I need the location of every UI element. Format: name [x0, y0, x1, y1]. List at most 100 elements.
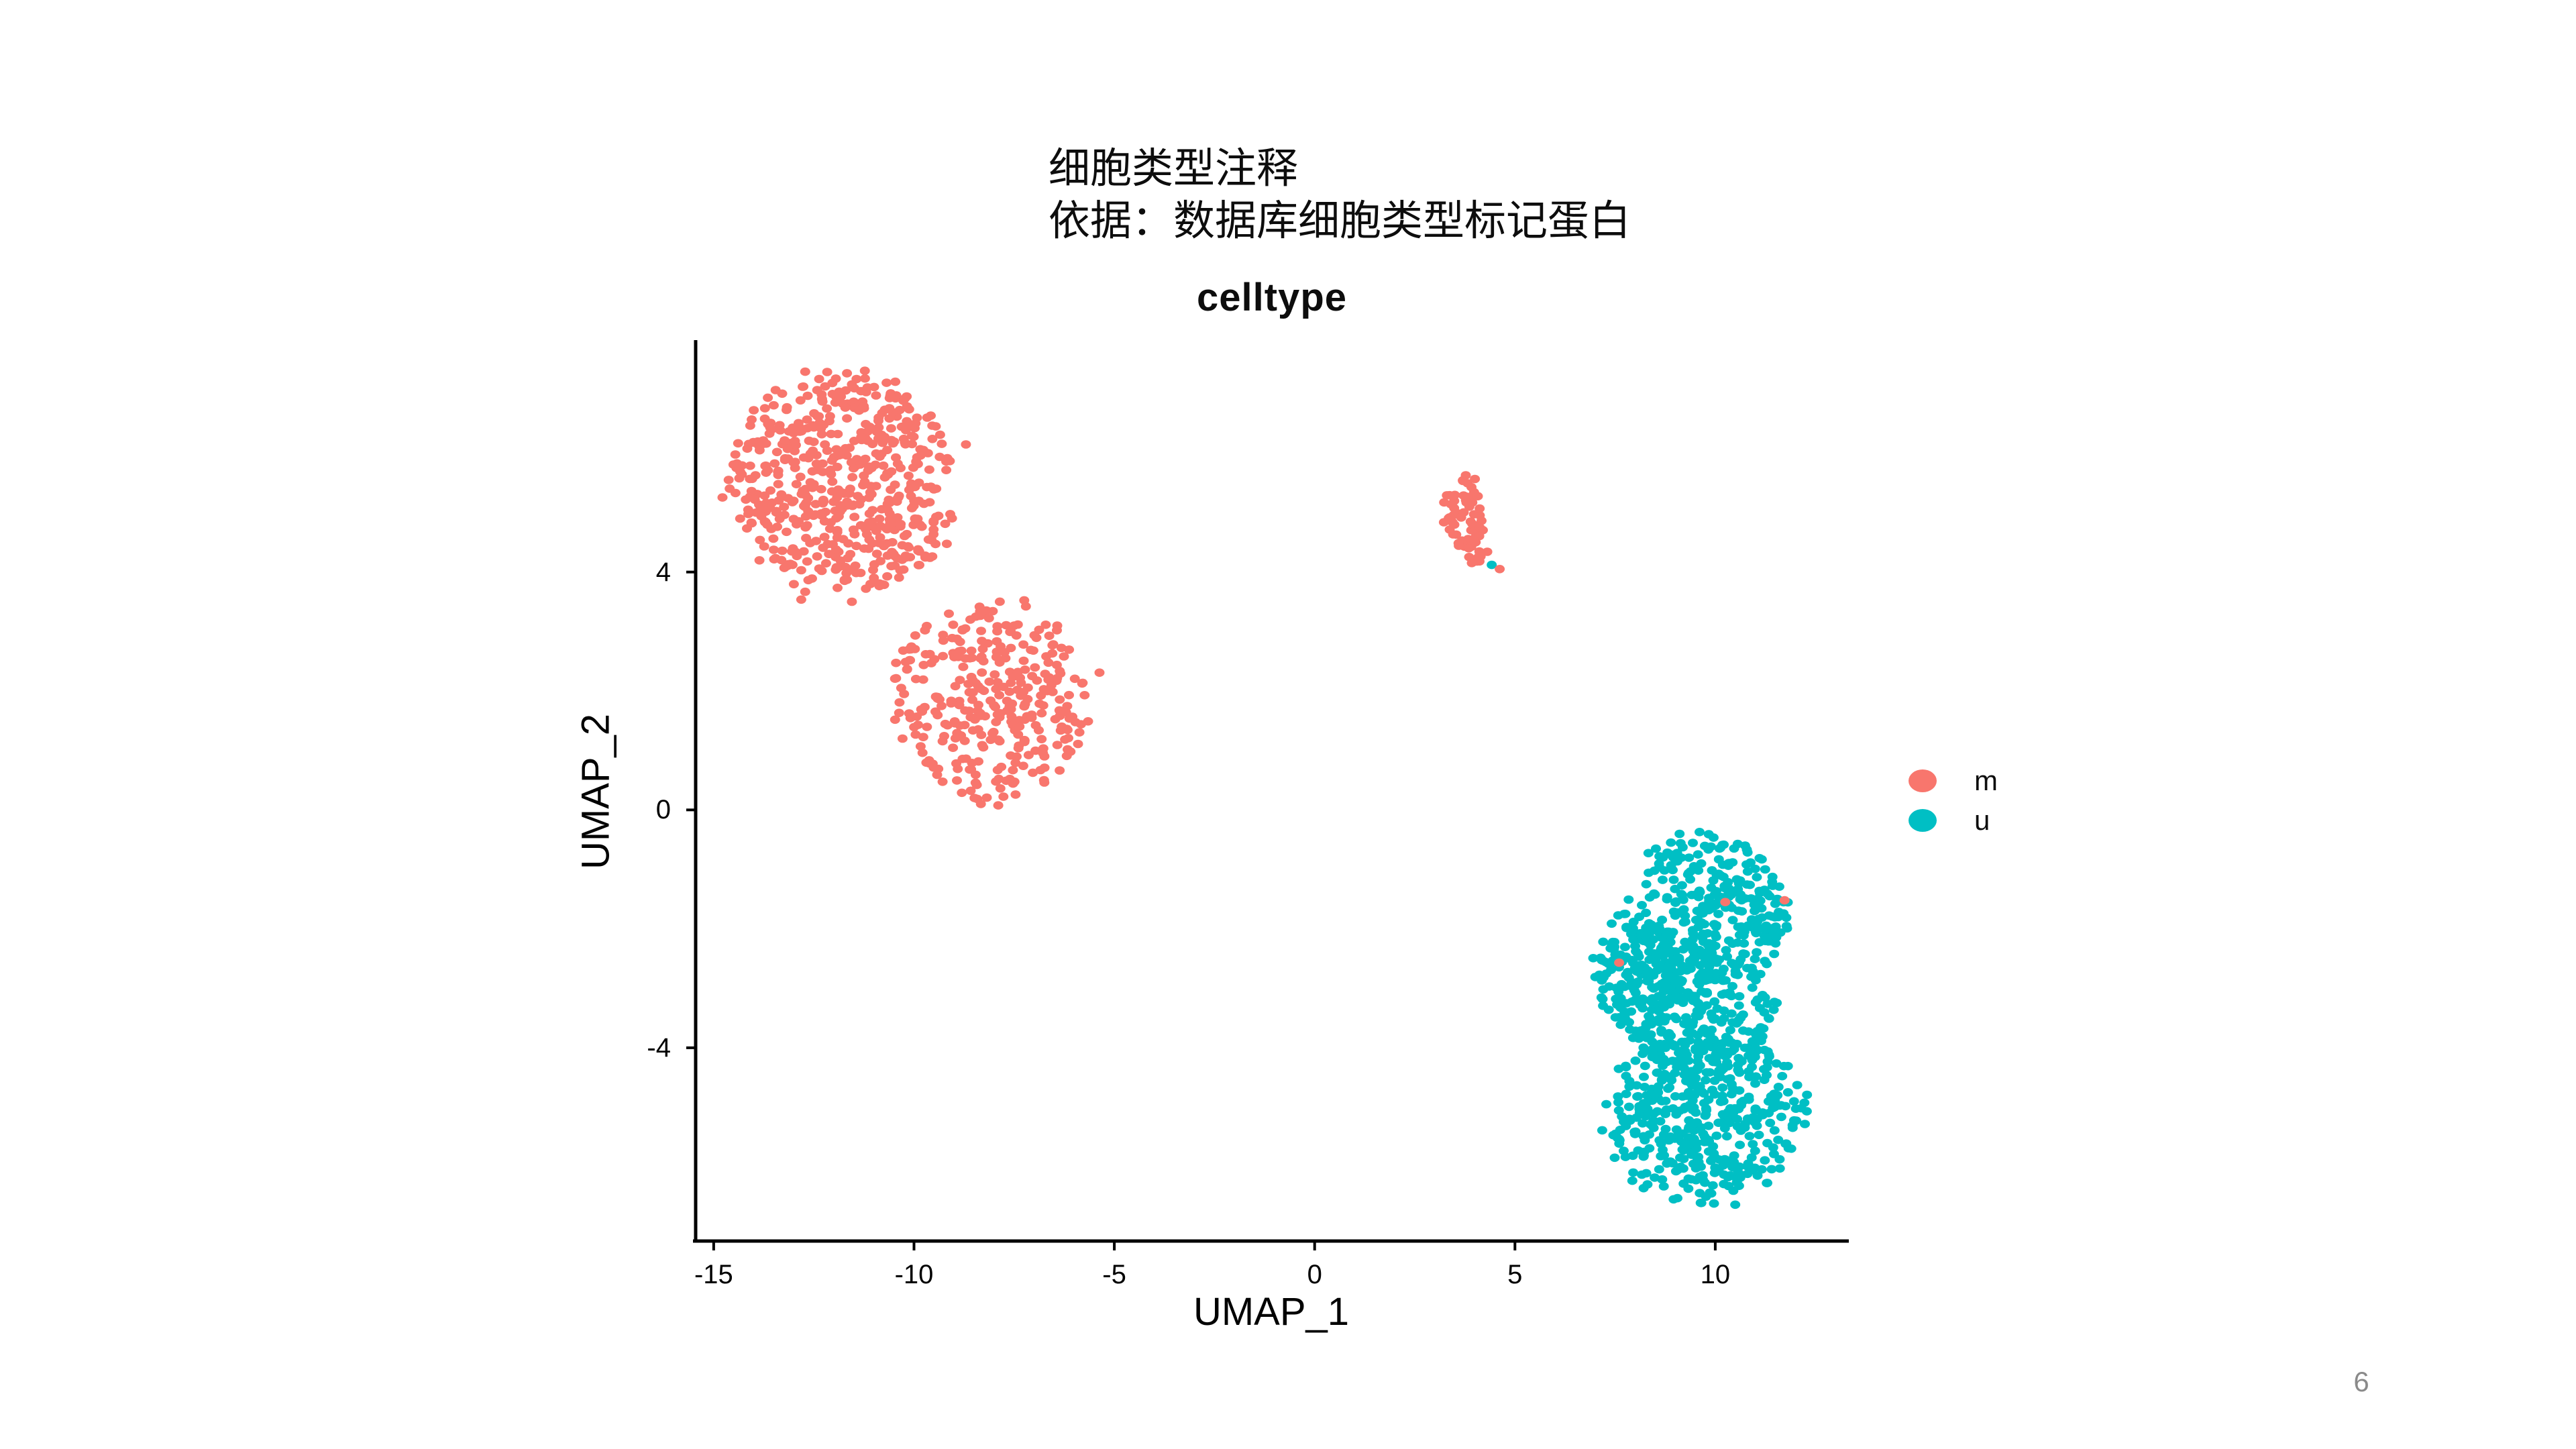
data-point [1729, 1044, 1739, 1054]
data-point [1668, 1195, 1679, 1204]
data-point [741, 495, 751, 504]
data-point [951, 759, 961, 768]
data-point [848, 464, 859, 473]
data-point [805, 449, 816, 458]
annotation-header: 细胞类型注释 依据：数据库细胞类型标记蛋白 [1049, 143, 1631, 248]
data-point [1631, 1081, 1642, 1090]
data-point [1701, 1068, 1712, 1077]
data-point [788, 496, 799, 505]
data-point [1678, 896, 1688, 904]
data-point [1757, 1032, 1768, 1041]
data-point [1055, 667, 1065, 676]
data-point [1747, 983, 1758, 992]
data-point [1709, 1199, 1719, 1208]
data-point [1064, 645, 1075, 654]
data-point [1743, 1067, 1754, 1076]
data-point [1788, 1097, 1799, 1106]
data-point [937, 777, 948, 786]
data-point [1470, 474, 1481, 484]
data-point [1713, 855, 1724, 864]
data-point [1657, 1175, 1668, 1184]
data-point [1706, 969, 1717, 977]
data-point [1012, 620, 1023, 629]
data-point [1701, 1137, 1712, 1146]
data-point [775, 426, 786, 435]
data-point [1721, 1132, 1732, 1141]
data-point [1666, 1076, 1677, 1085]
data-point [1679, 1070, 1690, 1079]
data-point [944, 609, 954, 619]
data-point [1658, 1151, 1668, 1161]
data-point [1711, 1054, 1721, 1063]
data-point [1018, 640, 1029, 649]
data-point [1450, 490, 1460, 500]
data-point [804, 436, 814, 445]
data-point [1802, 1090, 1813, 1099]
data-point [1739, 1043, 1750, 1053]
data-point [763, 466, 773, 475]
data-point [1019, 735, 1030, 745]
data-point [1692, 1065, 1703, 1075]
data-point [1722, 952, 1732, 961]
data-point [1642, 1030, 1653, 1039]
data-point [936, 439, 947, 448]
data-point [885, 391, 896, 400]
data-point [1727, 1018, 1738, 1027]
data-point [947, 633, 957, 643]
data-point [1669, 1042, 1680, 1051]
data-point [1656, 1076, 1667, 1085]
data-point [885, 424, 896, 433]
data-point [910, 674, 921, 684]
data-point [802, 521, 812, 530]
data-point [966, 765, 977, 774]
data-point [1643, 966, 1653, 975]
data-point [1487, 560, 1497, 570]
data-point [1648, 924, 1659, 934]
data-point [1701, 1106, 1712, 1115]
data-point [1006, 627, 1016, 636]
data-point [1446, 500, 1456, 508]
data-point [749, 406, 759, 415]
data-point [1648, 1124, 1659, 1132]
data-point [1709, 997, 1720, 1006]
data-point [1663, 1084, 1674, 1093]
data-point [1711, 955, 1722, 964]
data-point [927, 552, 938, 561]
data-point [802, 557, 812, 566]
data-point [1648, 1116, 1659, 1125]
cluster-upper-left-blob-m [717, 366, 971, 604]
data-point [1662, 895, 1672, 904]
data-point [1647, 1037, 1658, 1046]
data-point [904, 485, 914, 494]
data-point [930, 707, 941, 716]
data-point [1006, 751, 1016, 760]
data-point [1018, 761, 1028, 770]
data-point [847, 597, 857, 606]
data-point [1014, 722, 1025, 731]
data-point [965, 615, 975, 624]
data-point [1743, 921, 1754, 930]
data-point [1612, 1000, 1622, 1009]
chart-title: celltype [1197, 276, 1347, 319]
data-point [1621, 1061, 1631, 1071]
data-point [879, 473, 890, 482]
data-point [1723, 1181, 1734, 1191]
data-point [1733, 1001, 1744, 1010]
data-point [1720, 898, 1731, 906]
data-point [1634, 912, 1645, 921]
data-point [730, 488, 741, 498]
data-point [1701, 1029, 1712, 1038]
data-point [896, 684, 906, 692]
data-point [826, 429, 837, 439]
data-point [1762, 890, 1773, 898]
data-point [898, 565, 909, 574]
data-point [1010, 758, 1021, 767]
data-point [991, 653, 1002, 661]
data-point [1733, 1065, 1743, 1075]
data-point [918, 675, 928, 684]
data-point [849, 530, 860, 539]
data-point [791, 480, 802, 488]
data-point [1722, 1112, 1733, 1121]
data-point [1640, 1061, 1650, 1071]
